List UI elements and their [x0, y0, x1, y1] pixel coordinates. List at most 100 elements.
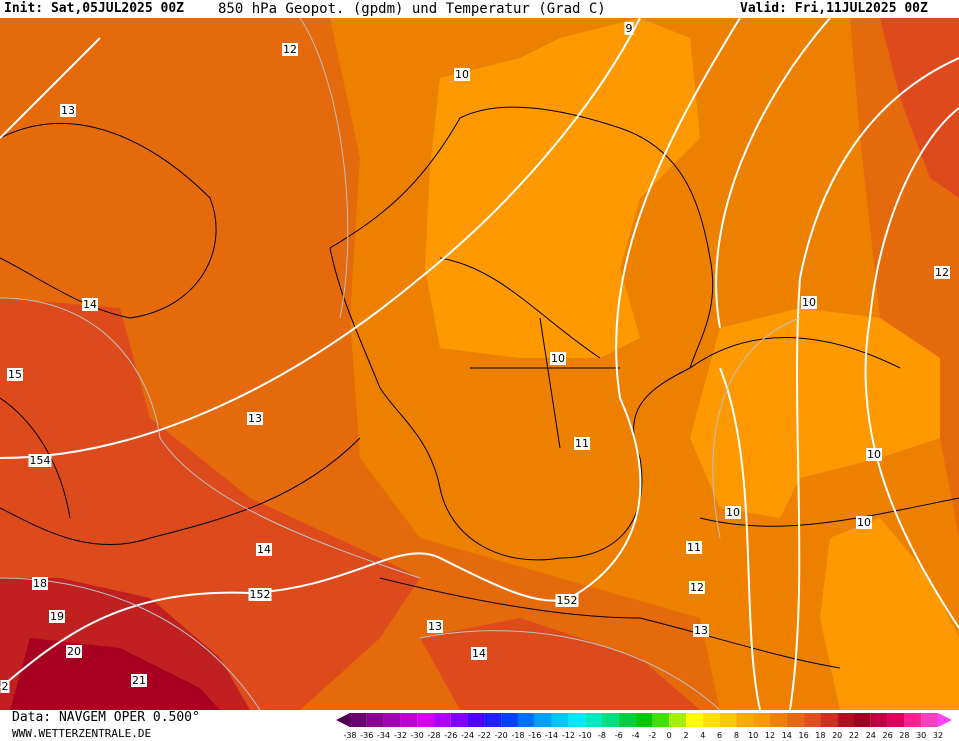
scale-label: 32 — [933, 731, 943, 740]
contour-label: 21 — [132, 674, 146, 687]
scale-label: -34 — [377, 731, 390, 740]
contour-label-box — [32, 577, 48, 590]
scale-label: -22 — [478, 731, 491, 740]
borders — [0, 106, 959, 669]
scale-cell — [719, 713, 737, 727]
temp-field — [420, 618, 700, 710]
contour-label: 154 — [30, 454, 51, 467]
scale-label: 10 — [748, 731, 758, 740]
map: 12 13 10 9 14 15 154 13 10 12 10 11 10 10 10 14 152 11 12 1… — [0, 18, 959, 710]
scale-cell — [770, 713, 787, 727]
scale-label: 20 — [832, 731, 842, 740]
contour-label-box — [247, 412, 263, 425]
scale-label: -14 — [545, 731, 558, 740]
scale-label: 24 — [866, 731, 876, 740]
scale-cell — [568, 713, 586, 727]
scale-label: -8 — [598, 731, 606, 740]
scale-cell — [753, 713, 770, 727]
scale-cell — [635, 713, 653, 727]
contour-label-box — [7, 368, 23, 381]
contour-label: 13 — [694, 624, 708, 637]
scale-label: -28 — [427, 731, 440, 740]
contour-label: 152 — [557, 594, 578, 607]
scale-cell — [417, 713, 434, 727]
scale-label: 0 — [667, 731, 672, 740]
contour-label-box — [454, 68, 470, 81]
map-title: 850 hPa Geopot. (gpdm) und Temperatur (G… — [218, 1, 606, 17]
scale-label: 14 — [782, 731, 792, 740]
scale-label: 8 — [734, 731, 739, 740]
scale-cell — [837, 713, 854, 727]
scale-cell — [870, 713, 888, 727]
scale-arrow — [336, 713, 350, 727]
contour-label: 152 — [250, 588, 271, 601]
scale-label: -4 — [632, 731, 640, 740]
contour-label-box — [686, 541, 702, 554]
scale-cell — [484, 713, 502, 727]
scale-label: -6 — [615, 731, 623, 740]
scale-label: -20 — [495, 731, 508, 740]
contour-label: 18 — [33, 577, 47, 590]
contour-label-box — [66, 645, 82, 658]
scale-cell — [400, 713, 418, 727]
scale-label: 12 — [765, 731, 775, 740]
scale-cell — [467, 713, 485, 727]
contour-label: 12 — [935, 266, 949, 279]
scale-label: 28 — [899, 731, 909, 740]
scale-cell — [366, 713, 384, 727]
scale-cell — [434, 713, 451, 727]
contour-label-box — [427, 620, 443, 633]
contour-label-box — [555, 594, 579, 607]
temp-field — [690, 308, 940, 518]
contour-label-box — [60, 104, 76, 117]
scale-cell — [887, 713, 905, 727]
temp-field — [425, 18, 700, 358]
contour-label: 20 — [67, 645, 81, 658]
contour-label: 13 — [248, 412, 262, 425]
contour-label-box — [82, 298, 98, 311]
scale-cell — [652, 713, 670, 727]
scale-cell — [820, 713, 838, 727]
scale-label: -36 — [360, 731, 373, 740]
contour-label-box — [624, 22, 634, 35]
temp-field — [10, 638, 220, 710]
temp-field — [880, 18, 959, 198]
contour-label: 12 — [283, 43, 297, 56]
scale-label: -30 — [411, 731, 424, 740]
contour-label-box — [725, 506, 741, 519]
scale-cell — [618, 713, 636, 727]
scale-cell — [383, 713, 401, 727]
scale-cell — [350, 713, 367, 727]
scale-cell — [854, 713, 871, 727]
contour-label: 15 — [8, 368, 22, 381]
contour-label-box — [282, 43, 298, 56]
scale-label: -10 — [579, 731, 592, 740]
data-source: Data: NAVGEM OPER 0.500° — [12, 710, 200, 725]
scale-label: 4 — [700, 731, 705, 740]
scale-label: 18 — [815, 731, 825, 740]
contour-label-box — [550, 352, 566, 365]
contour-label: 10 — [455, 68, 469, 81]
contour-label: 12 — [690, 581, 704, 594]
scale-label: -32 — [394, 731, 407, 740]
scale-cell — [551, 713, 569, 727]
scale-cell — [803, 713, 821, 727]
contour-label: 10 — [802, 296, 816, 309]
scale-cell — [669, 713, 686, 727]
contour-label: 11 — [575, 437, 589, 450]
website: WWW.WETTERZENTRALE.DE — [12, 727, 152, 740]
valid-time: Valid: Fri,11JUL2025 00Z — [740, 1, 928, 16]
contour-label: 10 — [867, 448, 881, 461]
contour-label: 10 — [726, 506, 740, 519]
scale-cell — [904, 713, 922, 727]
contour-label-box — [28, 454, 52, 467]
init-time: Init: Sat,05JUL2025 00Z — [4, 1, 185, 16]
contour-label: 13 — [61, 104, 75, 117]
scale-cell — [921, 713, 938, 727]
scale-cell — [686, 713, 703, 727]
contour-label-box — [131, 674, 147, 687]
contour-label: 13 — [428, 620, 442, 633]
contour-label-box — [689, 581, 705, 594]
scale-label: -16 — [528, 731, 541, 740]
